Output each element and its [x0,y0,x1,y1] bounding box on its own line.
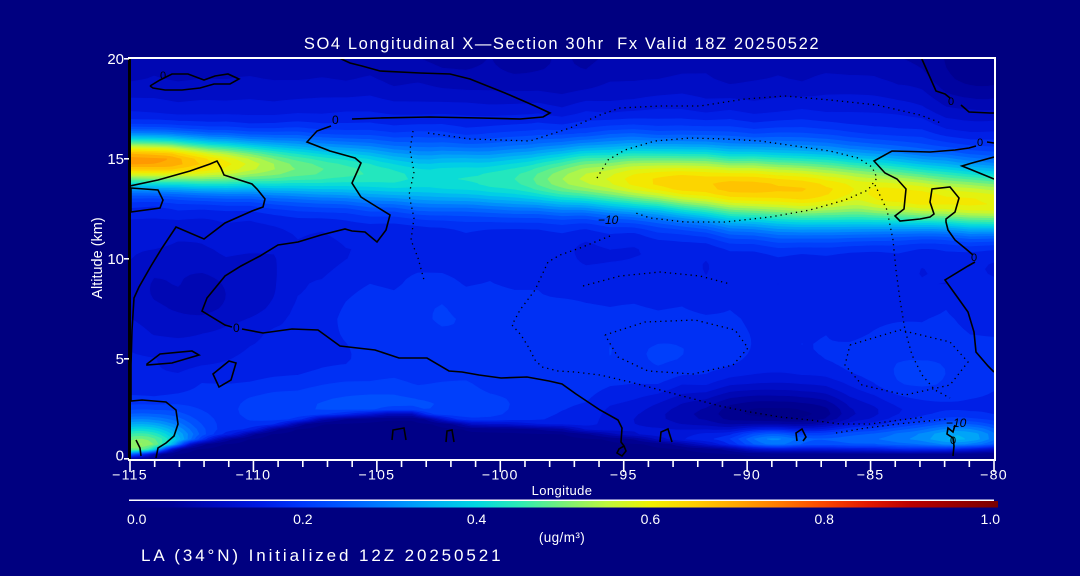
svg-text:0.8: 0.8 [814,511,834,527]
svg-text:−80: −80 [980,468,1008,484]
svg-text:0: 0 [233,321,240,335]
svg-text:Longitude: Longitude [532,483,593,498]
svg-text:0.2: 0.2 [293,511,313,527]
svg-text:0: 0 [971,252,977,264]
svg-text:0: 0 [948,96,954,108]
svg-text:0: 0 [977,137,983,149]
svg-text:1.0: 1.0 [981,511,1001,527]
svg-text:−110: −110 [236,468,272,484]
svg-text:0: 0 [116,448,124,465]
svg-text:−105: −105 [358,468,395,484]
svg-text:−10: −10 [946,416,967,430]
svg-text:5: 5 [116,351,124,368]
svg-text:(ug/m³): (ug/m³) [539,530,585,545]
svg-text:−90: −90 [733,468,761,484]
svg-text:SO4 Longitudinal X—Section 30h: SO4 Longitudinal X—Section 30hr Fx Valid… [304,35,820,53]
svg-text:10: 10 [107,251,124,268]
svg-text:LA (34°N) Initialized 12Z 2025: LA (34°N) Initialized 12Z 20250521 [141,546,503,565]
svg-text:0.6: 0.6 [641,511,661,527]
svg-text:−95: −95 [610,468,638,484]
svg-text:−85: −85 [857,468,885,484]
svg-text:−115: −115 [112,468,148,484]
svg-text:0.4: 0.4 [467,511,487,527]
svg-text:0.0: 0.0 [127,511,147,527]
svg-text:0: 0 [950,435,956,447]
svg-text:0: 0 [160,70,166,82]
svg-text:−100: −100 [482,468,519,484]
svg-text:20: 20 [107,51,124,68]
svg-text:Altitude (km): Altitude (km) [90,217,106,298]
svg-text:−10: −10 [598,213,619,227]
svg-text:0: 0 [332,113,339,127]
svg-text:15: 15 [107,151,124,168]
